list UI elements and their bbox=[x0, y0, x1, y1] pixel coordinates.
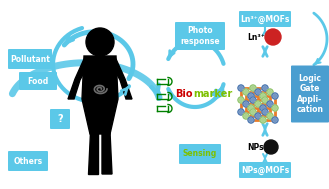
Circle shape bbox=[243, 113, 249, 119]
Text: Sensing: Sensing bbox=[183, 149, 217, 159]
FancyBboxPatch shape bbox=[50, 109, 70, 129]
Text: marker: marker bbox=[193, 89, 232, 99]
Circle shape bbox=[267, 89, 273, 95]
Circle shape bbox=[267, 89, 273, 95]
Circle shape bbox=[272, 93, 278, 99]
FancyBboxPatch shape bbox=[8, 49, 52, 69]
Circle shape bbox=[86, 28, 114, 56]
Text: Bio: Bio bbox=[175, 89, 192, 99]
FancyBboxPatch shape bbox=[175, 22, 225, 50]
Circle shape bbox=[243, 101, 249, 107]
Circle shape bbox=[243, 89, 249, 95]
Text: NPs: NPs bbox=[247, 143, 264, 152]
Circle shape bbox=[243, 89, 249, 95]
Circle shape bbox=[250, 97, 256, 103]
Circle shape bbox=[260, 105, 266, 111]
FancyBboxPatch shape bbox=[8, 151, 48, 171]
Circle shape bbox=[267, 101, 273, 107]
Circle shape bbox=[262, 97, 268, 103]
Circle shape bbox=[238, 109, 244, 115]
Circle shape bbox=[248, 105, 254, 111]
Circle shape bbox=[267, 113, 273, 119]
Circle shape bbox=[255, 89, 261, 95]
Polygon shape bbox=[82, 56, 118, 134]
Circle shape bbox=[250, 85, 256, 91]
Text: Photo
response: Photo response bbox=[180, 26, 220, 46]
Circle shape bbox=[260, 105, 266, 111]
Polygon shape bbox=[110, 59, 132, 99]
Circle shape bbox=[255, 101, 261, 107]
Circle shape bbox=[255, 113, 261, 119]
Circle shape bbox=[267, 113, 273, 119]
Circle shape bbox=[243, 113, 249, 119]
FancyBboxPatch shape bbox=[239, 11, 291, 27]
Circle shape bbox=[272, 117, 278, 123]
Text: Logic
Gate
Appli-
cation: Logic Gate Appli- cation bbox=[296, 74, 323, 114]
Circle shape bbox=[255, 89, 261, 95]
Circle shape bbox=[248, 117, 254, 123]
Polygon shape bbox=[88, 132, 98, 174]
FancyBboxPatch shape bbox=[19, 72, 57, 90]
Circle shape bbox=[248, 105, 254, 111]
Circle shape bbox=[262, 109, 268, 115]
Circle shape bbox=[250, 85, 256, 91]
Circle shape bbox=[250, 109, 256, 115]
Circle shape bbox=[260, 117, 266, 123]
Circle shape bbox=[265, 29, 281, 45]
Text: Ln³⁺@MOFs: Ln³⁺@MOFs bbox=[240, 14, 290, 24]
Circle shape bbox=[272, 93, 278, 99]
Circle shape bbox=[248, 93, 254, 99]
Circle shape bbox=[255, 101, 261, 107]
Circle shape bbox=[260, 117, 266, 123]
Circle shape bbox=[238, 97, 244, 103]
Text: NPs@MOFs: NPs@MOFs bbox=[241, 165, 289, 175]
Circle shape bbox=[255, 113, 261, 119]
Circle shape bbox=[262, 85, 268, 91]
Circle shape bbox=[260, 93, 266, 99]
Circle shape bbox=[238, 97, 244, 103]
Circle shape bbox=[243, 101, 249, 107]
Circle shape bbox=[267, 101, 273, 107]
FancyBboxPatch shape bbox=[239, 162, 291, 178]
Circle shape bbox=[260, 93, 266, 99]
Circle shape bbox=[272, 105, 278, 111]
Text: Others: Others bbox=[13, 156, 42, 166]
Circle shape bbox=[238, 85, 244, 91]
Circle shape bbox=[262, 109, 268, 115]
Circle shape bbox=[238, 109, 244, 115]
Circle shape bbox=[238, 85, 244, 91]
Text: Food: Food bbox=[27, 77, 49, 85]
Circle shape bbox=[248, 117, 254, 123]
Text: Ln³⁺: Ln³⁺ bbox=[247, 33, 265, 42]
Circle shape bbox=[250, 97, 256, 103]
Circle shape bbox=[248, 93, 254, 99]
Text: Pollutant: Pollutant bbox=[10, 54, 50, 64]
Circle shape bbox=[262, 97, 268, 103]
FancyBboxPatch shape bbox=[179, 144, 221, 164]
Circle shape bbox=[250, 109, 256, 115]
Circle shape bbox=[272, 117, 278, 123]
Circle shape bbox=[262, 85, 268, 91]
Text: ?: ? bbox=[57, 114, 63, 124]
Polygon shape bbox=[68, 59, 90, 99]
Polygon shape bbox=[102, 132, 112, 174]
Circle shape bbox=[264, 140, 278, 154]
Circle shape bbox=[272, 105, 278, 111]
FancyBboxPatch shape bbox=[291, 66, 329, 122]
